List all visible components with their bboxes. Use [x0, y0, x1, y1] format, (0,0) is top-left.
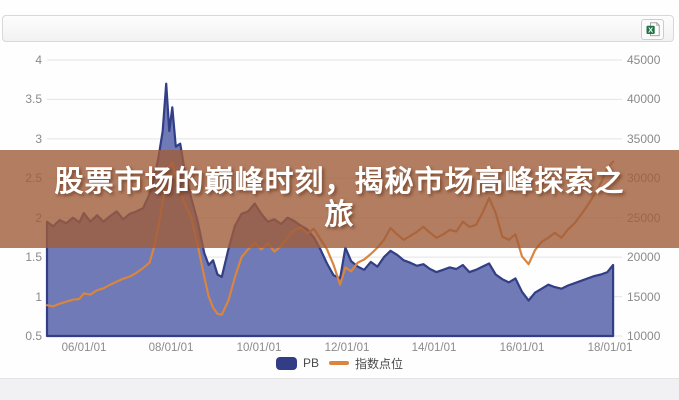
x-axis-tick: 16/01/01 [499, 342, 545, 354]
right-axis-tick: 35000 [627, 132, 661, 146]
pb-legend-swatch [275, 356, 297, 370]
index-legend-label: 指数点位 [355, 356, 404, 371]
legend-item-index[interactable]: 指数点位 [329, 355, 403, 372]
right-axis-tick: 15000 [627, 290, 661, 304]
legend-item-pb[interactable]: PB [275, 356, 319, 370]
x-axis-tick: 06/01/01 [61, 342, 107, 354]
right-axis-tick: 40000 [627, 92, 661, 106]
right-axis-tick: 45000 [627, 53, 661, 67]
export-excel-button[interactable]: X [641, 19, 664, 40]
bottom-strip [0, 378, 679, 400]
chart-toolbar: X [2, 15, 674, 42]
svg-text:X: X [648, 25, 653, 34]
right-axis-tick: 10000 [627, 329, 661, 343]
excel-icon: X [646, 22, 660, 37]
chart-legend: PB 指数点位 [0, 352, 679, 374]
left-axis-tick: 3 [35, 132, 42, 146]
left-axis-tick: 1 [35, 290, 42, 304]
x-axis-tick: 12/01/01 [324, 342, 370, 354]
left-axis-tick: 0.5 [25, 329, 42, 343]
left-axis-tick: 1.5 [25, 250, 42, 264]
x-axis-tick: 08/01/01 [148, 342, 194, 354]
page-title-line2: 旅 [324, 199, 355, 231]
x-axis-tick: 10/01/01 [236, 342, 282, 354]
x-axis-tick: 18/01/01 [587, 342, 633, 354]
index-legend-swatch [329, 361, 349, 365]
title-overlay-band: 股票市场的巅峰时刻，揭秘市场高峰探索之 旅 [0, 150, 679, 248]
x-axis-tick: 14/01/01 [411, 342, 457, 354]
page-title-line1: 股票市场的巅峰时刻，揭秘市场高峰探索之 [54, 166, 625, 198]
left-axis-tick: 3.5 [25, 92, 42, 106]
pb-legend-label: PB [302, 356, 319, 370]
right-axis-tick: 20000 [627, 250, 661, 264]
left-axis-tick: 4 [35, 53, 42, 67]
